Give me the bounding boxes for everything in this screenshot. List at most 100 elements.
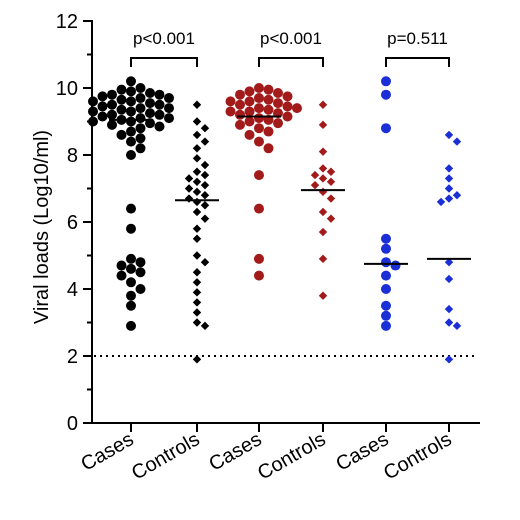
data-point: [381, 284, 391, 294]
data-point: [273, 88, 283, 99]
data-point: [318, 187, 328, 197]
data-point: [381, 76, 391, 87]
data-point: [244, 129, 255, 140]
data-point: [444, 304, 454, 314]
data-point: [444, 194, 454, 203]
data-point: [126, 116, 136, 127]
data-point: [126, 277, 136, 288]
data-point: [244, 116, 255, 127]
data-point: [192, 144, 202, 153]
data-point: [263, 94, 274, 105]
data-point: [200, 137, 210, 146]
data-point: [318, 174, 328, 183]
data-point: [444, 164, 454, 173]
data-point: [263, 126, 274, 137]
significance-bracket: [385, 57, 450, 67]
data-point: [192, 288, 202, 297]
data-point: [184, 194, 194, 203]
data-point: [116, 84, 127, 95]
data-point: [452, 137, 462, 146]
data-point: [390, 260, 401, 271]
data-point: [192, 355, 202, 364]
data-point: [254, 170, 264, 181]
data-point: [381, 300, 391, 311]
data-point: [254, 136, 264, 147]
data-point: [192, 187, 202, 197]
data-point: [192, 308, 202, 317]
data-point: [192, 100, 202, 109]
data-point: [107, 99, 117, 110]
data-point: [318, 147, 328, 156]
data-point: [318, 254, 328, 264]
y-tick-label: 8: [67, 145, 78, 167]
data-point: [310, 170, 320, 180]
data-point: [192, 197, 202, 207]
data-point: [135, 83, 146, 93]
significance-bracket: [258, 57, 324, 67]
data-point: [135, 93, 146, 104]
data-point: [164, 113, 174, 124]
data-point: [200, 191, 210, 200]
data-point: [452, 191, 462, 200]
data-point: [154, 99, 165, 110]
data-point: [444, 174, 454, 183]
data-point: [254, 113, 264, 124]
data-point: [436, 197, 446, 207]
data-point: [145, 108, 155, 119]
data-point: [107, 119, 117, 130]
data-point: [235, 119, 245, 130]
data-point: [192, 224, 202, 233]
data-point: [273, 98, 283, 109]
y-tick-label: 0: [67, 413, 78, 435]
data-point: [318, 227, 328, 237]
data-point: [444, 258, 454, 267]
data-point: [200, 321, 210, 331]
data-point: [254, 93, 264, 104]
p-value-label: p<0.001: [260, 29, 322, 48]
data-point: [235, 109, 245, 120]
y-tick-label: 10: [56, 78, 78, 100]
data-point: [126, 223, 136, 234]
data-point: [263, 84, 274, 95]
data-point: [126, 203, 136, 214]
data-point: [318, 100, 328, 109]
data-point: [107, 109, 117, 120]
data-point: [381, 123, 391, 134]
data-point: [318, 207, 328, 217]
data-point: [135, 143, 146, 154]
data-point: [116, 129, 127, 140]
data-point: [282, 91, 293, 102]
data-point: [135, 113, 146, 124]
data-point: [184, 184, 194, 193]
data-point: [88, 106, 98, 117]
data-point: [244, 106, 255, 117]
data-point: [135, 257, 146, 268]
p-value-label: p<0.001: [133, 29, 195, 48]
data-point: [192, 251, 202, 260]
data-point: [192, 234, 202, 243]
data-point: [254, 253, 264, 264]
data-point: [444, 184, 454, 193]
data-point: [192, 268, 202, 277]
data-point: [145, 88, 155, 99]
data-point: [126, 290, 136, 301]
data-point: [145, 98, 155, 109]
data-point: [116, 260, 127, 271]
data-point: [444, 355, 454, 364]
data-point: [381, 89, 391, 100]
data-point: [282, 111, 293, 122]
data-point: [192, 278, 202, 287]
data-point: [154, 121, 165, 132]
data-point: [97, 111, 108, 122]
data-point: [292, 103, 302, 114]
data-point: [273, 118, 283, 129]
data-point: [381, 243, 391, 254]
data-point: [154, 109, 165, 120]
y-tick-label: 4: [67, 279, 78, 301]
y-tick-label: 6: [67, 212, 78, 234]
data-point: [126, 253, 136, 264]
data-point: [444, 318, 454, 327]
y-tick-label: 2: [67, 346, 78, 368]
data-point: [381, 257, 391, 268]
data-point: [184, 174, 194, 183]
